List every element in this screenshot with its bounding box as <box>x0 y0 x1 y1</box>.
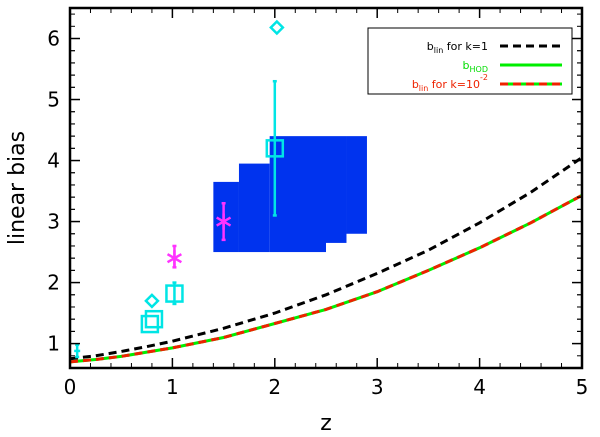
x-tick-label-3: 3 <box>371 375 384 399</box>
x-axis-title: z <box>320 411 332 436</box>
x-tick-label-0: 0 <box>64 375 77 399</box>
region-step-3 <box>326 136 347 243</box>
legend-label-2: blin for k=10-2 <box>412 73 488 93</box>
region-step-4 <box>346 136 367 234</box>
plot-frame <box>68 6 584 370</box>
square-marker-3 <box>265 139 285 158</box>
square-marker-0 <box>140 314 160 334</box>
asterisk-marker-8-stroke-2 <box>216 216 232 227</box>
y-axis-title: linear bias <box>5 131 30 245</box>
series-line-0 <box>69 156 583 361</box>
legend-label-0: blin for k=1 <box>427 40 488 55</box>
x-tick-label-1: 1 <box>166 375 179 399</box>
y-tick-label-3: 3 <box>47 210 60 234</box>
y-tick-label-2: 2 <box>47 271 60 295</box>
diamond-marker-4 <box>144 293 160 309</box>
y-tick-label-5: 5 <box>47 88 60 112</box>
region-step-1 <box>238 163 270 253</box>
y-tick-label-4: 4 <box>47 149 60 173</box>
x-tick-label-4: 4 <box>473 375 486 399</box>
data-points <box>74 19 285 359</box>
curves <box>69 156 583 364</box>
square-marker-1 <box>144 309 164 329</box>
series-line-2 <box>69 193 583 364</box>
y-tick-label-1: 1 <box>47 332 60 356</box>
asterisk-marker-7-stroke-2 <box>166 253 183 264</box>
x-tick-label-2: 2 <box>268 375 281 399</box>
x-tick-label-5: 5 <box>576 375 589 399</box>
shaded-region <box>213 136 367 253</box>
legend-label-1: bHOD <box>463 59 488 74</box>
diamond-marker-5 <box>269 19 285 36</box>
square-marker-2 <box>165 284 184 303</box>
y-tick-label-6: 6 <box>47 27 60 51</box>
region-step-2 <box>269 136 326 253</box>
